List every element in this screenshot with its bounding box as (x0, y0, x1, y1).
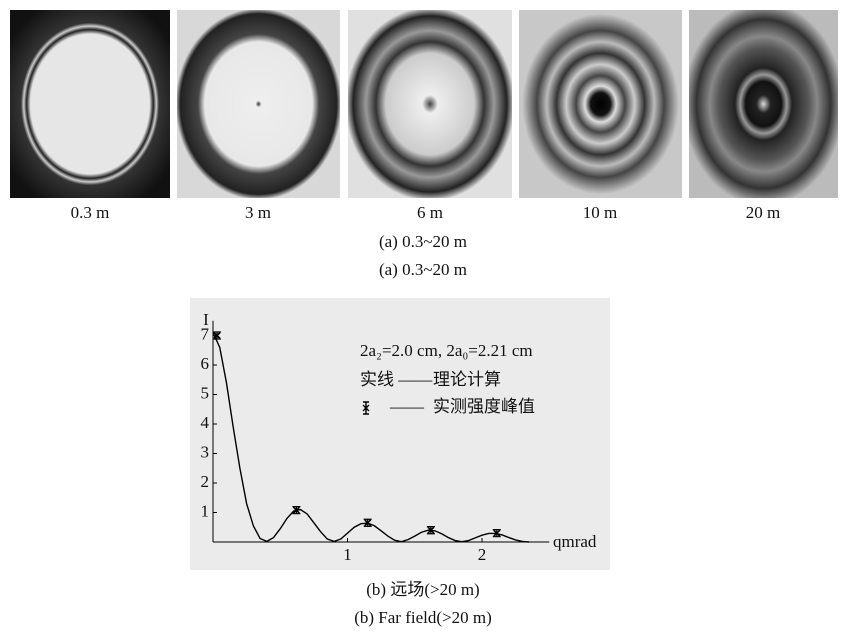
photo-label: 3 m (245, 203, 271, 222)
photos (10, 10, 838, 198)
annotation: 实线 —— (360, 370, 433, 389)
x-tick-label: 1 (343, 545, 352, 564)
legend-label: 实测强度峰值 (433, 397, 535, 416)
y-tick-label: 6 (201, 354, 210, 373)
photo (519, 10, 682, 198)
photo (177, 10, 340, 198)
photo-label: 20 m (746, 203, 780, 222)
figure: 0.3 m 3 m 6 m 10 m 20 m (a) 0.3~20 m (a)… (0, 0, 843, 634)
y-tick-label: 4 (201, 413, 210, 432)
photo (348, 10, 512, 198)
y-tick-label: 2 (201, 472, 210, 491)
photo-label: 10 m (583, 203, 617, 222)
x-axis-label: qmrad (553, 532, 597, 551)
y-tick-label: 5 (201, 383, 210, 402)
caption: (a) 0.3~20 m (379, 232, 467, 251)
caption: (b) 远场(>20 m) (366, 580, 479, 599)
annotation: 2a₂=2.0 cm, 2a₀=2.21 cm (360, 341, 533, 360)
y-tick-label: 7 (201, 324, 210, 343)
photo (689, 10, 838, 198)
y-tick-label: 1 (201, 501, 210, 520)
photo-label: 6 m (417, 203, 443, 222)
x-tick-label: 2 (478, 545, 487, 564)
plot-background (190, 298, 610, 570)
y-tick-label: 3 (201, 442, 210, 461)
caption: (a) 0.3~20 m (379, 260, 467, 279)
photo (10, 10, 170, 198)
legend-label: 理论计算 (433, 370, 501, 389)
photo-label: 0.3 m (71, 203, 110, 222)
caption: (b) Far field(>20 m) (354, 608, 492, 627)
annotation: —— (389, 397, 425, 416)
